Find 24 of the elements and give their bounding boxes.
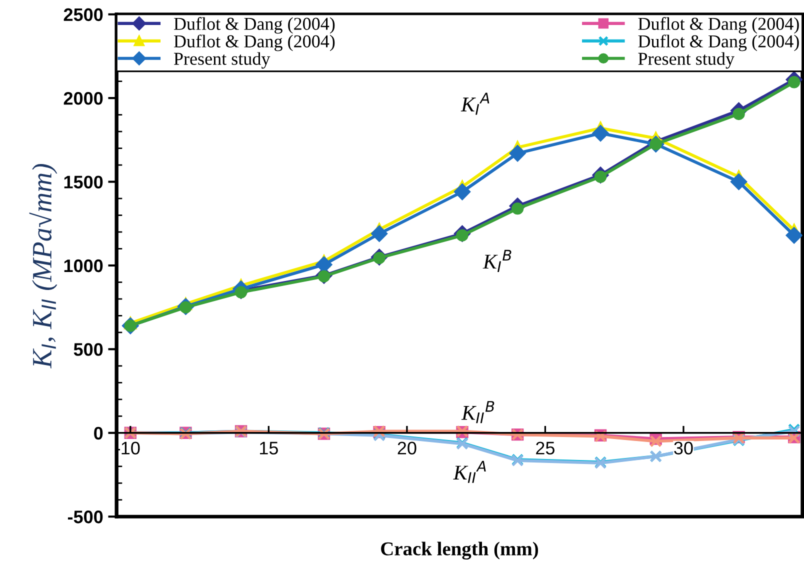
annotation: K$_{I}$$^{B}$ [482, 250, 512, 272]
legend-label: Duflot & Dang (2004) [174, 17, 335, 34]
x-tick-label: 25 [536, 442, 554, 454]
y-tick-label: 2500 [64, 8, 103, 22]
legend-label: Duflot & Dang (2004) [174, 34, 335, 52]
x-tick-label: 20 [398, 442, 416, 454]
y-tick-label: 2000 [64, 92, 103, 105]
legend-label: Present study [638, 52, 734, 69]
legend-label: Present study [174, 52, 270, 69]
x-tick-label: 30 [674, 442, 693, 454]
legend-label: Duflot & Dang (2004) [638, 34, 799, 52]
x-tick-label: 15 [260, 442, 278, 454]
annotation: K$_{II}$$^{A}$ [453, 460, 486, 483]
x-axis-title: Crack length (mm) [381, 542, 538, 560]
y-tick-label: 500 [74, 343, 103, 356]
legend-label: Duflot & Dang (2004) [638, 17, 799, 34]
y-tick-label: 0 [94, 426, 103, 440]
annotation: K$_{II}$$^{B}$ [461, 401, 494, 424]
y-tick-label: 1500 [64, 176, 103, 188]
annotation: K$_{I}$$^{A}$ [460, 92, 490, 115]
y-tick-label: 1000 [64, 259, 103, 272]
y-axis-title: K$_{I}$, K$_{II}$ (MPa√mm) [29, 164, 58, 368]
x-tick-label: 10 [122, 442, 140, 454]
y-tick-label: -500 [68, 510, 103, 524]
